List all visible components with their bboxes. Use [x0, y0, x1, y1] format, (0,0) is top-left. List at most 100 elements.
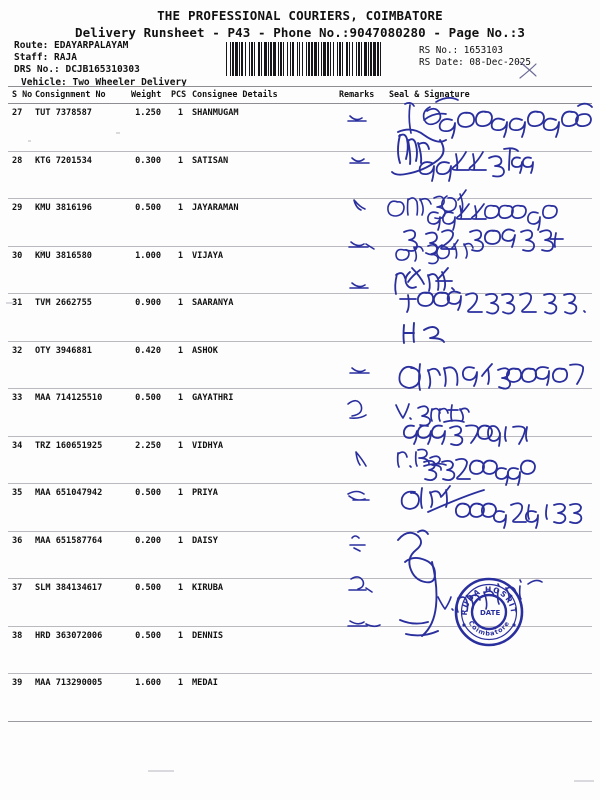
cell-consignee-details: VIDHYA	[188, 436, 335, 484]
cell-remarks	[335, 151, 385, 199]
table-row: 32 OTY 3946881 0.420 1 ASHOK	[8, 341, 592, 389]
cell-consignment-no: MAA 651047942	[31, 483, 127, 532]
cell-seal-signature	[385, 341, 592, 389]
cell-sno: 39	[8, 673, 31, 722]
vehicle-label: Vehicle: Two Wheeler Delivery	[21, 76, 187, 88]
runsheet-table: S No Consignment No Weight PCS Consignee…	[8, 86, 592, 722]
cell-weight: 0.500	[127, 388, 167, 437]
cell-weight: 0.200	[127, 531, 167, 579]
scan-speck	[40, 250, 43, 252]
cell-pcs: 1	[167, 151, 188, 199]
cell-pcs: 1	[167, 341, 188, 389]
cell-seal-signature	[385, 388, 592, 437]
cell-sno: 37	[8, 578, 31, 627]
cell-sno: 33	[8, 388, 31, 437]
cell-remarks	[335, 293, 385, 342]
cell-consignment-no: KTG 7201534	[31, 151, 127, 199]
cell-consignment-no: MAA 651587764	[31, 531, 127, 579]
cell-weight: 0.500	[127, 483, 167, 532]
col-header-consignee-details: Consignee Details	[188, 86, 335, 104]
cell-seal-signature	[385, 578, 592, 627]
rs-no-label: RS No.: 1653103	[419, 45, 503, 56]
cell-remarks	[335, 626, 385, 674]
cell-remarks	[335, 673, 385, 722]
cell-pcs: 1	[167, 626, 188, 674]
cell-pcs: 1	[167, 673, 188, 722]
table-row: 30 KMU 3816580 1.000 1 VIJAYA	[8, 246, 592, 294]
cell-remarks	[335, 483, 385, 532]
cell-seal-signature	[385, 483, 592, 532]
cell-consignment-no: TVM 2662755	[31, 293, 127, 342]
cell-remarks	[335, 246, 385, 294]
scan-speck	[6, 302, 14, 304]
cell-consignment-no: SLM 384134617	[31, 578, 127, 627]
table-row: 33 MAA 714125510 0.500 1 GAYATHRI	[8, 388, 592, 437]
cell-weight: 0.500	[127, 578, 167, 627]
cell-sno: 30	[8, 246, 31, 294]
cell-weight: 0.420	[127, 341, 167, 389]
cell-seal-signature	[385, 293, 592, 342]
cell-seal-signature	[385, 626, 592, 674]
table-row: 29 KMU 3816196 0.500 1 JAYARAMAN	[8, 198, 592, 247]
rs-date-label: RS Date: 08-Dec-2025	[419, 57, 531, 69]
cell-seal-signature	[385, 198, 592, 247]
table-header-row: S No Consignment No Weight PCS Consignee…	[8, 86, 592, 104]
cell-sno: 32	[8, 341, 31, 389]
cell-consignee-details: PRIYA	[188, 483, 335, 532]
cell-consignee-details: DENNIS	[188, 626, 335, 674]
col-header-seal-signature: Seal & Signature	[385, 86, 592, 104]
cell-seal-signature	[385, 151, 592, 199]
cell-consignment-no: KMU 3816196	[31, 198, 127, 247]
cell-pcs: 1	[167, 388, 188, 437]
cell-remarks	[335, 341, 385, 389]
table-row: 27 TUT 7378587 1.250 1 SHANMUGAM	[8, 103, 592, 152]
cell-consignee-details: MEDAI	[188, 673, 335, 722]
col-header-sno: S No	[8, 86, 32, 104]
cell-sno: 29	[8, 198, 31, 247]
barcode	[226, 42, 414, 76]
cell-pcs: 1	[167, 293, 188, 342]
consignment-meta-left: Route: EDAYARPALAYAM Staff: RAJA DRS No.…	[14, 40, 187, 89]
cell-weight: 0.900	[127, 293, 167, 342]
runsheet-subtitle: Delivery Runsheet - P43 - Phone No.:9047…	[75, 25, 525, 40]
cell-consignee-details: SAARANYA	[188, 293, 335, 342]
cell-consignee-details: SHANMUGAM	[188, 103, 335, 152]
scan-speck	[28, 140, 31, 142]
cell-weight: 0.500	[127, 626, 167, 674]
cell-consignee-details: DAISY	[188, 531, 335, 579]
table-row: 28 KTG 7201534 0.300 1 SATISAN	[8, 151, 592, 199]
cell-sno: 38	[8, 626, 31, 674]
drs-no-label: DRS No.: DCJB165310303	[14, 64, 140, 76]
cell-seal-signature	[385, 531, 592, 579]
scan-speck	[116, 132, 120, 134]
col-header-consignment-no: Consignment No	[31, 86, 127, 104]
cell-weight: 0.300	[127, 151, 167, 199]
cell-weight: 0.500	[127, 198, 167, 247]
cell-pcs: 1	[167, 103, 188, 152]
cell-sno: 35	[8, 483, 31, 532]
col-header-pcs: PCS	[167, 86, 188, 104]
table-row: 37 SLM 384134617 0.500 1 KIRUBA	[8, 578, 592, 627]
cell-weight: 2.250	[127, 436, 167, 484]
cell-remarks	[335, 531, 385, 579]
cell-pcs: 1	[167, 483, 188, 532]
cell-consignee-details: JAYARAMAN	[188, 198, 335, 247]
table-row: 31 TVM 2662755 0.900 1 SAARANYA	[8, 293, 592, 342]
cell-sno: 36	[8, 531, 31, 579]
cell-pcs: 1	[167, 246, 188, 294]
route-label: Route: EDAYARPALAYAM	[14, 40, 129, 51]
col-header-remarks: Remarks	[335, 86, 385, 104]
cell-seal-signature	[385, 673, 592, 722]
scan-speck	[574, 780, 594, 782]
cell-seal-signature	[385, 246, 592, 294]
table-row: 34 TRZ 160651925 2.250 1 VIDHYA	[8, 436, 592, 484]
cell-weight: 1.000	[127, 246, 167, 294]
table-row: 39 MAA 713290005 1.600 1 MEDAI	[8, 673, 592, 722]
consignment-meta-right: RS No.: 1653103 RS Date: 08-Dec-2025	[419, 45, 531, 70]
table-body: 27 TUT 7378587 1.250 1 SHANMUGAM 28 KTG 720153…	[8, 103, 592, 722]
cell-consignment-no: KMU 3816580	[31, 246, 127, 294]
cell-sno: 27	[8, 103, 31, 152]
table-row: 35 MAA 651047942 0.500 1 PRIYA	[8, 483, 592, 532]
company-title: THE PROFESSIONAL COURIERS, COIMBATORE	[157, 8, 443, 23]
